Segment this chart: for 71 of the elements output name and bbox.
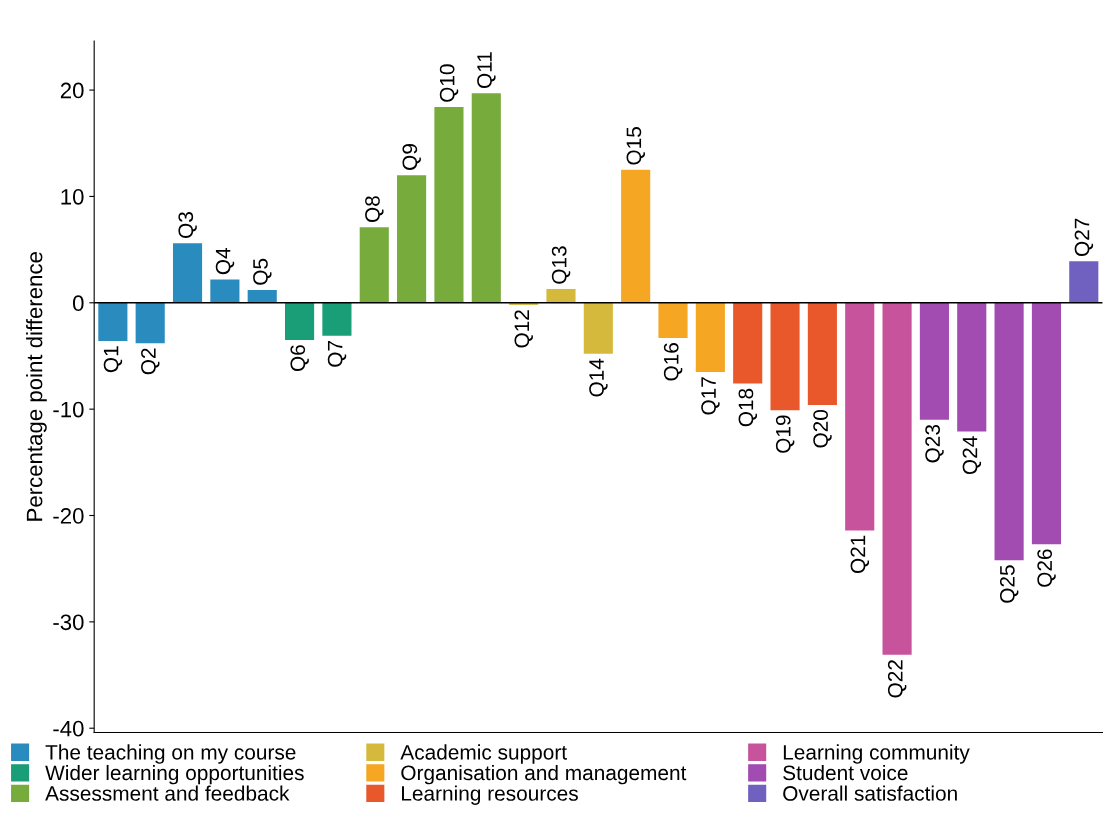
bar <box>471 93 501 303</box>
bar <box>1069 261 1099 303</box>
x-tick-label: Q9 <box>402 144 421 170</box>
y-tick-label: -10 <box>53 401 84 418</box>
bar <box>695 302 725 372</box>
legend-label: Assessment and feedback <box>45 785 290 801</box>
bar <box>98 302 128 342</box>
x-tick-label: Q6 <box>290 345 309 372</box>
x-tick-label: Q26 <box>1037 549 1056 587</box>
y-tick-label: -30 <box>53 614 84 631</box>
x-tick-label: Q7 <box>327 341 347 367</box>
x-tick-label: Q16 <box>663 343 683 381</box>
bar <box>509 302 539 305</box>
legend-label: Learning community <box>783 744 970 764</box>
y-tick-label: -40 <box>53 720 84 737</box>
bar <box>1031 302 1062 545</box>
x-tick-label: Q27 <box>1074 218 1094 257</box>
bar <box>434 107 464 303</box>
bar <box>882 302 912 655</box>
bar <box>359 227 389 303</box>
x-tick-label: Q11 <box>477 52 496 89</box>
x-tick-label: Q4 <box>215 247 235 275</box>
x-tick-label: Q10 <box>439 64 459 102</box>
bar <box>135 302 165 344</box>
x-tick-label: Q13 <box>551 246 571 284</box>
x-tick-label: Q17 <box>701 377 720 415</box>
x-tick-label: Q20 <box>813 409 832 448</box>
bar <box>919 302 949 420</box>
legend-label: Academic support <box>400 744 567 764</box>
bar <box>397 175 427 303</box>
x-tick-label: Q24 <box>962 436 982 475</box>
x-tick-label: Q1 <box>103 346 123 373</box>
y-tick-label: 20 <box>60 82 84 99</box>
x-tick-label: Q15 <box>626 127 645 165</box>
y-tick-label: 0 <box>72 295 84 312</box>
legend-label: Student voice <box>783 764 908 781</box>
legend-label: Organisation and management <box>401 764 687 785</box>
legend-label: Overall satisfaction <box>783 785 957 801</box>
x-tick-label: Q23 <box>925 424 944 463</box>
y-tick-label: 10 <box>61 188 84 205</box>
bar <box>845 302 875 531</box>
bar <box>621 169 651 303</box>
bar <box>546 288 576 303</box>
bar <box>658 302 688 338</box>
y-axis-title: Percentage point difference <box>26 252 47 521</box>
bar <box>322 302 352 336</box>
bar <box>994 302 1024 561</box>
x-tick-label: Q12 <box>514 310 533 348</box>
y-tick-label: -20 <box>53 508 84 524</box>
bar <box>172 243 203 303</box>
x-tick-label: Q22 <box>887 660 907 698</box>
legend-label: Learning resources <box>402 785 578 805</box>
bar <box>247 290 277 303</box>
x-tick-label: Q14 <box>589 358 608 397</box>
x-tick-label: Q3 <box>178 212 197 238</box>
bar <box>733 302 763 384</box>
x-tick-label: Q19 <box>775 415 795 453</box>
bar <box>285 302 315 341</box>
bar <box>957 302 987 432</box>
bar <box>770 302 800 411</box>
bar <box>807 302 837 405</box>
x-tick-label: Q2 <box>141 348 160 375</box>
x-tick-label: Q21 <box>850 535 870 574</box>
legend-label: Wider learning opportunities <box>45 764 304 785</box>
legend-label: The teaching on my course <box>45 744 296 764</box>
bar <box>583 302 613 354</box>
x-tick-label: Q18 <box>738 388 758 427</box>
x-tick-label: Q5 <box>253 258 272 285</box>
x-tick-label: Q25 <box>999 565 1019 603</box>
x-tick-label: Q8 <box>365 196 384 223</box>
bar <box>210 279 240 303</box>
